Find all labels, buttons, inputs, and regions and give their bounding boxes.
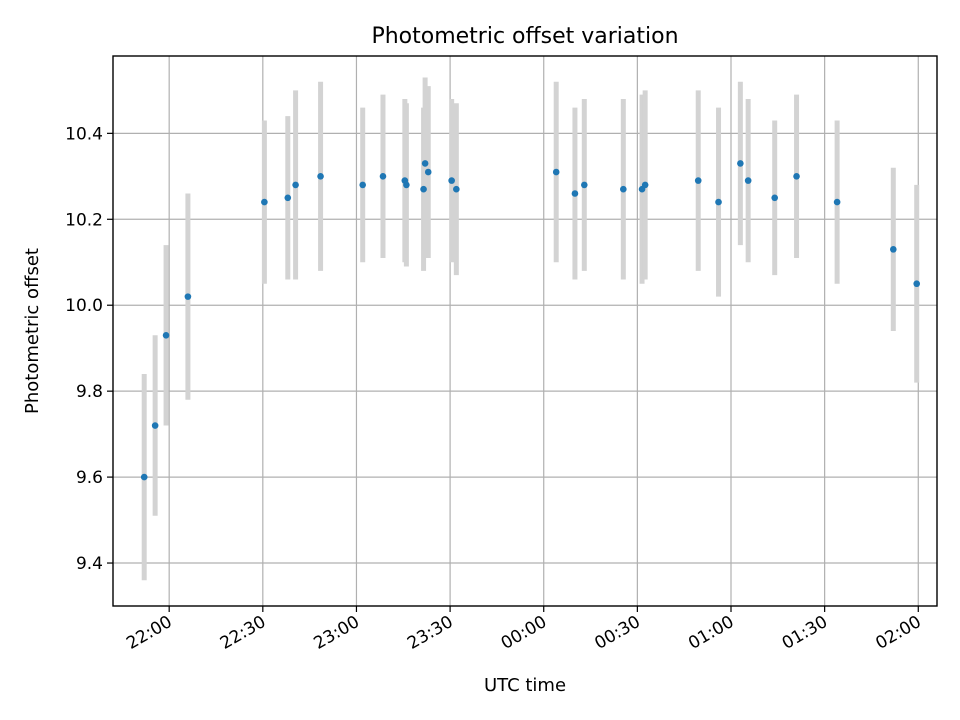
data-point <box>261 198 268 206</box>
grid-lines <box>113 56 937 606</box>
data-point <box>317 173 324 180</box>
data-point <box>552 168 560 176</box>
y-tick-label: 10.2 <box>65 210 103 230</box>
data-point <box>448 177 455 184</box>
data-point <box>151 422 159 429</box>
plot-area-background <box>113 56 937 606</box>
data-point <box>737 160 744 167</box>
data-point <box>379 173 387 180</box>
data-point <box>184 293 192 300</box>
data-point <box>793 173 800 180</box>
data-point <box>771 194 778 202</box>
data-point <box>833 198 841 206</box>
data-point <box>620 185 627 193</box>
y-tick-label: 9.4 <box>76 554 103 574</box>
data-point <box>641 181 649 189</box>
plot-frame <box>112 55 938 607</box>
data-point <box>453 185 460 193</box>
data-point <box>581 181 588 189</box>
chart-title: Photometric offset variation <box>371 24 678 49</box>
y-tick-label: 10.4 <box>65 124 103 144</box>
y-tick-label: 10.0 <box>65 296 103 316</box>
data-point <box>162 331 170 339</box>
data-point <box>359 181 366 189</box>
data-point <box>140 473 148 481</box>
data-point <box>715 198 722 206</box>
data-point <box>421 160 429 167</box>
data-points <box>140 160 921 481</box>
data-point <box>913 280 921 288</box>
data-point <box>420 185 427 193</box>
data-point <box>292 181 299 189</box>
x-axis-label: UTC time <box>484 675 566 696</box>
y-tick-label: 9.6 <box>76 468 103 488</box>
data-point <box>403 181 410 189</box>
data-point <box>424 168 432 176</box>
data-point <box>744 177 752 184</box>
y-axis-ticks: 9.4 9.6 9.8 10.0 10.2 10.4 <box>65 124 113 574</box>
data-point <box>694 177 702 184</box>
data-point <box>284 194 292 202</box>
data-point <box>571 190 579 197</box>
data-point <box>890 246 897 253</box>
y-tick-label: 9.8 <box>76 382 103 402</box>
y-axis-label: Photometric offset <box>22 248 43 414</box>
